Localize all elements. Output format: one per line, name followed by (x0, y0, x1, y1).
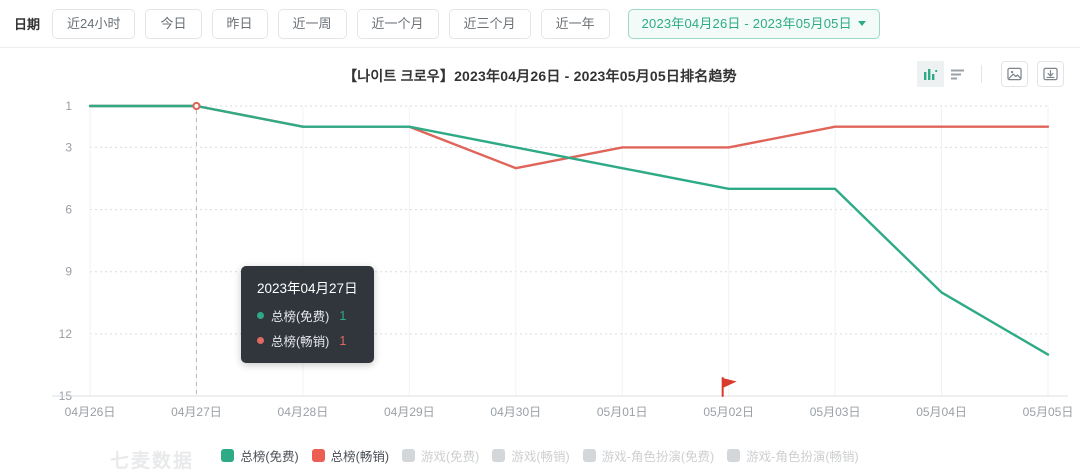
x-axis-tick-label: 05月01日 (597, 405, 648, 419)
legend-item[interactable]: 游戏-角色扮演(免费) (582, 446, 715, 465)
date-filter-bar: 日期 近24小时 今日 昨日 近一周 近一个月 近三个月 近一年 2023年04… (0, 0, 1080, 48)
legend-swatch (311, 449, 325, 462)
x-axis-tick-label: 04月29日 (384, 405, 435, 419)
tooltip-row-free: 总榜(免费) 1 (257, 306, 358, 325)
legend-swatch (492, 449, 506, 462)
chip-last-week[interactable]: 近一周 (277, 8, 347, 39)
date-range-picker[interactable]: 2023年04月26日 - 2023年05月05日 (627, 8, 880, 39)
bar-chart-icon[interactable] (917, 61, 944, 87)
y-axis-tick-label: 12 (59, 327, 73, 341)
legend-item[interactable]: 总榜(畅销) (311, 446, 389, 465)
chart-title: 【나이트 크로우】2023年04月26日 - 2023年05月05日排名趋势 (343, 68, 737, 84)
chart-legend: 总榜(免费) 总榜(畅销) 游戏(免费) 游戏(畅销) 游戏-角色扮演(免费) 游戏-角色… (0, 446, 1080, 465)
legend-label: 游戏-角色扮演(畅销) (746, 450, 859, 464)
series-line[interactable] (88, 104, 1050, 356)
tooltip-series-value-grossing: 1 (339, 333, 347, 348)
legend-swatch (727, 449, 741, 462)
legend-item[interactable]: 游戏-角色扮演(畅销) (727, 446, 859, 465)
image-export-icon[interactable] (1001, 61, 1028, 87)
series-point[interactable] (192, 102, 201, 110)
date-range-value: 2023年04月26日 - 2023年05月05日 (641, 15, 852, 31)
x-axis-tick-label: 05月02日 (703, 405, 754, 419)
tooltip-series-name-free: 总榜(免费) (271, 310, 330, 324)
chip-today[interactable]: 今日 (145, 8, 202, 39)
chart-header: 【나이트 크로우】2023年04月26日 - 2023年05月05日排名趋势 (0, 58, 1080, 94)
x-axis-tick-label: 04月30日 (490, 405, 541, 419)
y-axis-tick-label: 6 (65, 203, 72, 217)
legend-swatch (582, 449, 596, 462)
series-dot-grossing (257, 337, 264, 344)
tooltip-row-grossing: 总榜(畅销) 1 (257, 331, 358, 350)
y-axis-tick-label: 3 (65, 140, 72, 154)
x-axis-tick-label: 04月28日 (278, 405, 329, 419)
y-axis-tick-label: 9 (65, 265, 72, 279)
list-icon[interactable] (944, 61, 971, 87)
legend-label: 总榜(畅销) (330, 450, 389, 464)
rank-trend-chart: 1 3 6 9 12 15 04月26日 04月27日 04月28日 04月29日 04月30日 05… (0, 94, 1080, 472)
chip-last-24h[interactable]: 近24小时 (52, 8, 136, 39)
chart-toolbar (917, 61, 1064, 87)
x-axis-tick-label: 05月03日 (810, 405, 861, 419)
legend-swatch (402, 449, 415, 462)
tooltip-date: 2023年04月27日 (257, 281, 358, 296)
chip-last-month[interactable]: 近一个月 (356, 8, 439, 39)
download-icon[interactable] (1037, 61, 1064, 87)
tooltip-series-name-grossing: 总榜(畅销) (271, 335, 330, 349)
tooltip-series-value-free: 1 (339, 308, 347, 323)
legend-label: 总榜(免费) (240, 450, 299, 464)
legend-swatch (221, 449, 235, 462)
chart-tooltip: 2023年04月27日 总榜(免费) 1 总榜(畅销) 1 (241, 266, 374, 363)
legend-item[interactable]: 游戏(畅销) (492, 446, 570, 465)
legend-label: 游戏-角色扮演(免费) (601, 450, 715, 464)
date-filter-label: 日期 (14, 17, 41, 32)
toolbar-divider (981, 65, 982, 83)
legend-item[interactable]: 总榜(免费) (221, 446, 299, 465)
x-axis-tick-label: 05月05日 (1023, 405, 1074, 419)
chip-yesterday[interactable]: 昨日 (211, 8, 268, 39)
legend-label: 游戏(免费) (421, 450, 480, 464)
chip-last-year[interactable]: 近一年 (540, 8, 610, 39)
series-dot-free (257, 312, 264, 319)
red-flag-marker[interactable] (721, 377, 737, 397)
x-axis-tick-label: 05月04日 (916, 405, 967, 419)
chevron-down-icon (857, 20, 866, 26)
legend-item[interactable]: 游戏(免费) (402, 446, 479, 465)
x-axis-tick-label: 04月26日 (65, 405, 116, 419)
legend-label: 游戏(畅销) (511, 450, 570, 464)
x-axis-tick-label: 04月27日 (171, 405, 222, 419)
y-axis-tick-label: 1 (65, 99, 72, 113)
chip-last-three-months[interactable]: 近三个月 (448, 8, 531, 39)
